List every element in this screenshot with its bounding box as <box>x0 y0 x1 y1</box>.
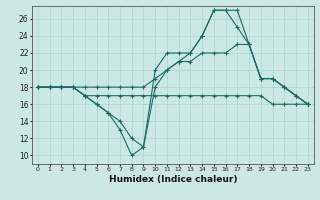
X-axis label: Humidex (Indice chaleur): Humidex (Indice chaleur) <box>108 175 237 184</box>
